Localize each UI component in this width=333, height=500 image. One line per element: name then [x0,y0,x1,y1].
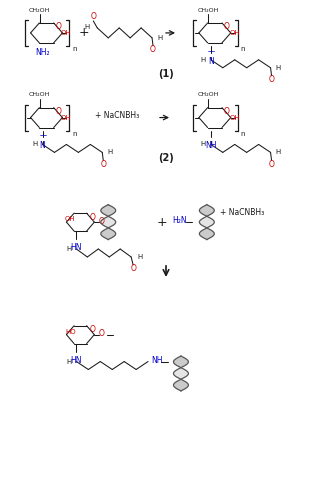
Text: O: O [100,160,106,169]
Text: H: H [66,246,71,252]
Text: NH: NH [151,356,163,365]
Text: H: H [275,65,281,71]
Text: (1): (1) [158,68,174,78]
Text: (2): (2) [158,154,174,164]
Text: + NaCNBH₃: + NaCNBH₃ [220,208,264,216]
Text: H: H [84,24,89,30]
Text: H: H [107,150,113,156]
Text: O: O [98,329,104,338]
Text: OH: OH [229,30,240,36]
Polygon shape [101,228,116,239]
Text: O: O [269,75,274,84]
Polygon shape [101,216,116,228]
Text: OH: OH [65,216,76,222]
Polygon shape [173,368,188,380]
Text: H: H [137,254,143,260]
Text: O: O [269,160,274,169]
Text: OH: OH [61,30,72,36]
Polygon shape [173,356,188,368]
Text: H: H [275,150,281,156]
Text: HN: HN [71,356,82,364]
Polygon shape [199,216,214,228]
Text: n: n [72,130,77,136]
Text: O: O [150,46,156,54]
Text: HN: HN [71,243,82,252]
Text: H: H [157,35,162,41]
Text: O: O [56,22,61,32]
Text: CH₂OH: CH₂OH [29,92,50,97]
Text: H: H [200,142,206,148]
Text: n: n [241,130,245,136]
Polygon shape [199,228,214,239]
Text: CH₂OH: CH₂OH [197,8,218,12]
Text: + NaCNBH₃: + NaCNBH₃ [95,111,140,120]
Text: n: n [72,46,77,52]
Text: H: H [66,358,71,364]
Text: +: + [157,216,167,228]
Polygon shape [173,380,188,391]
Text: O: O [130,264,136,274]
Text: O: O [224,107,230,116]
Text: +: + [79,26,90,40]
Text: NH: NH [205,142,216,150]
Text: CH₂OH: CH₂OH [197,92,218,97]
Text: n: n [241,46,245,52]
Text: O: O [56,107,61,116]
Text: O: O [98,216,104,226]
Text: N: N [208,57,214,66]
Text: N: N [40,142,45,150]
Text: NH₂: NH₂ [35,48,50,58]
Text: H₂N: H₂N [172,216,186,224]
Text: O: O [90,12,96,22]
Text: OH: OH [229,114,240,120]
Text: HO: HO [65,328,76,334]
Text: O: O [224,22,230,32]
Polygon shape [199,205,214,216]
Text: O: O [89,212,95,222]
Text: H: H [200,57,206,63]
Text: CH₂OH: CH₂OH [29,8,50,12]
Text: O: O [89,325,95,334]
Text: H: H [32,142,38,148]
Polygon shape [101,205,116,216]
Text: OH: OH [61,114,72,120]
